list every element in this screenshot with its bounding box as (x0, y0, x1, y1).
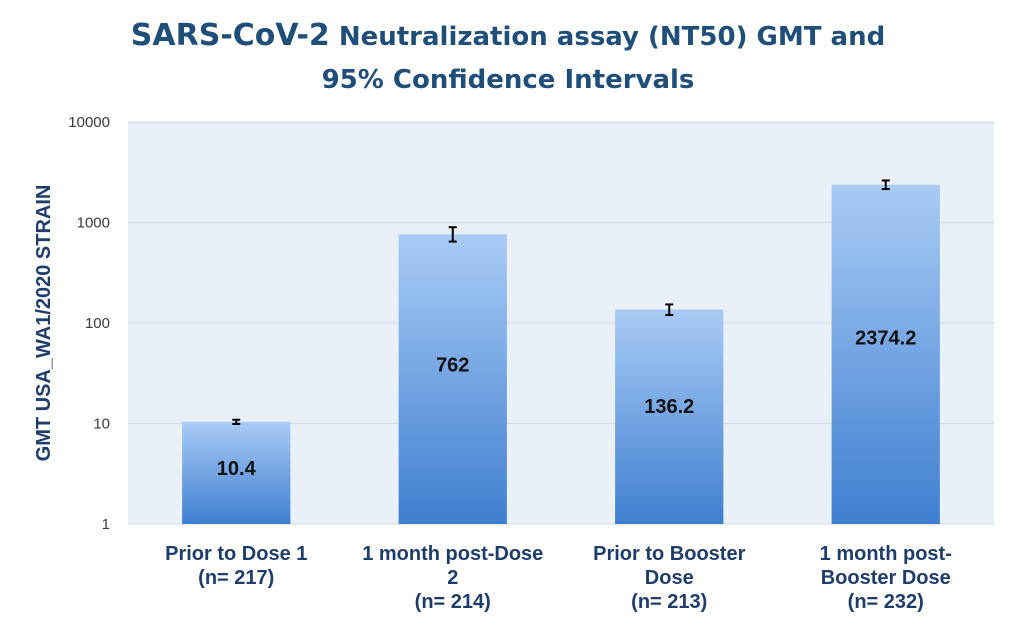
x-category-label: Prior to Dose 1 (n= 217) (165, 543, 307, 589)
chart-title-line-2: 95% Confidence Intervals (322, 65, 695, 95)
x-category-label-line: 1 month post-Dose (362, 543, 543, 565)
chart-title-assay: Neutralization assay (NT50) GMT and (330, 22, 885, 52)
error-bar (448, 226, 457, 243)
x-category-label-line: (n= 217) (198, 567, 274, 589)
x-category-label: 1 month post-Dose 2 (n= 214) (362, 543, 543, 613)
data-label: 762 (436, 355, 469, 377)
y-tick-label: 1 (102, 516, 110, 533)
bar (182, 421, 291, 524)
y-tick-label: 100 (85, 315, 110, 332)
x-category-label-line: 1 month post- (820, 543, 952, 565)
x-category-label: 1 month post-Booster Dose (n= 232) (820, 543, 952, 613)
bar (398, 234, 507, 524)
y-tick-labels: 1 10 100 1000 10000 (68, 114, 110, 533)
bar (831, 184, 940, 525)
x-category-label-line: Prior to Dose 1 (165, 543, 307, 565)
chart-title-line-1: SARS-CoV-2 Neutralization assay (NT50) G… (131, 18, 885, 53)
x-category-label-line: (n= 213) (631, 591, 707, 613)
x-category-label: Prior to Booster Dose (n= 213) (593, 543, 745, 613)
x-category-label-line: (n= 232) (848, 591, 924, 613)
bar (615, 309, 724, 524)
data-labels: 10.4 762 136.2 2374.2 (217, 327, 917, 479)
x-category-label-line: 2 (447, 567, 458, 589)
data-label: 2374.2 (855, 327, 916, 349)
y-axis-label: GMT USA_WA1/2020 STRAIN (33, 185, 55, 462)
bars (182, 184, 940, 525)
x-category-label-line: (n= 214) (415, 591, 491, 613)
x-category-label-line: Booster Dose (821, 567, 951, 589)
error-bar (665, 303, 674, 317)
y-tick-label: 1000 (77, 215, 110, 232)
y-tick-label: 10 (93, 416, 110, 433)
error-bar (881, 179, 890, 191)
x-category-label-line: Prior to Booster (593, 543, 745, 565)
data-label: 10.4 (217, 458, 257, 480)
error-bar (232, 418, 241, 425)
error-bars (232, 179, 890, 425)
x-category-label-line: Dose (645, 567, 694, 589)
chart-title-virus: SARS-CoV-2 (131, 18, 330, 53)
data-label: 136.2 (644, 396, 694, 418)
x-category-labels: Prior to Dose 1 (n= 217)1 month post-Dose… (165, 543, 952, 613)
y-tick-label: 10000 (68, 114, 110, 131)
